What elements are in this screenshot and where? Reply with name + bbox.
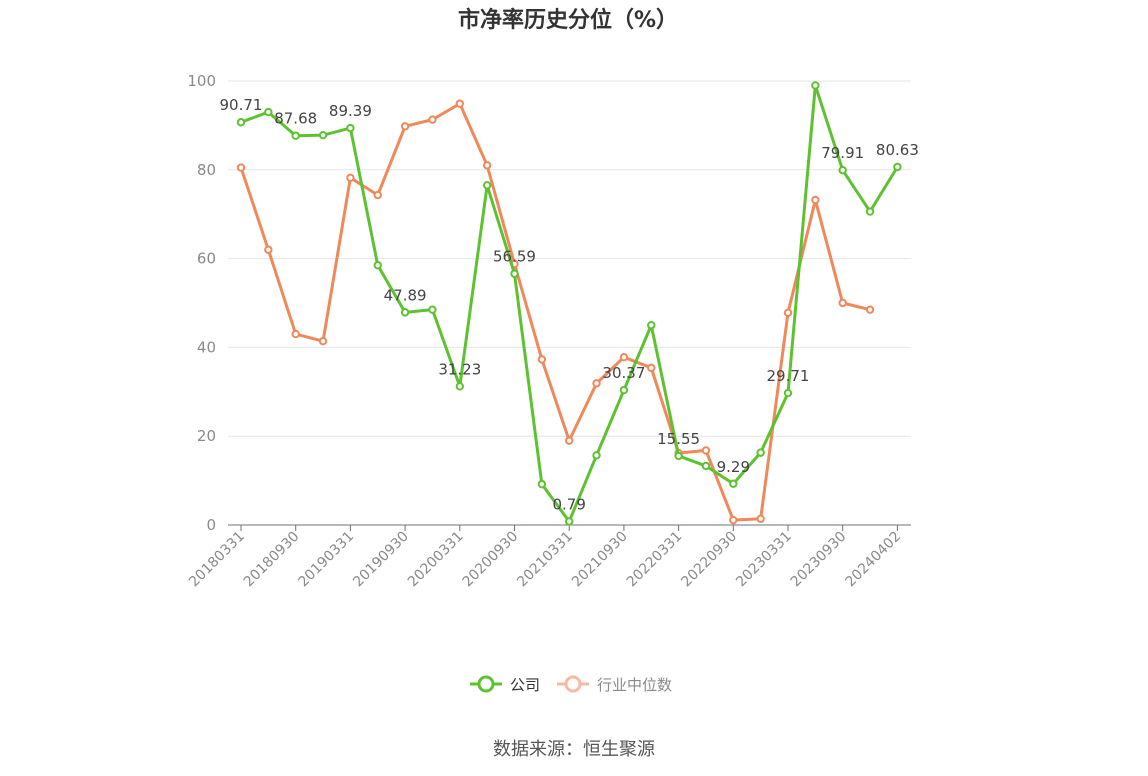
data-point [701, 461, 711, 471]
data-label: 0.79 [552, 495, 585, 513]
data-point [400, 308, 410, 317]
data-point [510, 269, 519, 278]
y-tick-label: 40 [197, 338, 216, 356]
source-note: 数据来源：恒生聚源 [493, 739, 655, 760]
legend-marker-industry-median [564, 675, 582, 693]
data-point [236, 163, 246, 172]
series-group [236, 81, 902, 526]
data-point [537, 479, 547, 489]
legend-marker-company [477, 675, 495, 693]
data-point [373, 190, 382, 200]
data-point [756, 448, 765, 457]
data-point [236, 118, 246, 127]
data-point [647, 363, 656, 373]
x-tick-label: 20190930 [350, 529, 412, 591]
data-point [647, 321, 656, 330]
x-tick-label: 20210331 [514, 529, 576, 591]
data-point [291, 329, 300, 339]
data-point [482, 161, 492, 170]
data-point [482, 181, 492, 190]
data-point [346, 173, 355, 182]
x-tick-label: 20180930 [241, 529, 303, 591]
legend[interactable]: 公司 行业中位数 [470, 675, 672, 694]
data-point [701, 446, 711, 455]
data-labels: 90.71 87.68 89.39 47.89 31.23 56.59 0.79 30.37 1… [220, 96, 919, 513]
data-point [865, 305, 875, 314]
chart-title: 市净率历史分位（%） [458, 7, 678, 33]
y-tick-label: 100 [187, 72, 216, 90]
data-point [865, 207, 875, 216]
x-tick-label: 20190331 [296, 529, 358, 591]
data-point [346, 123, 355, 133]
data-label: 30.37 [602, 364, 645, 382]
data-label: 90.71 [220, 96, 263, 114]
data-point [373, 261, 382, 270]
x-tick-label: 20200930 [460, 529, 522, 591]
data-point [565, 517, 574, 526]
x-tick-label: 20220930 [678, 529, 740, 591]
data-point [264, 245, 273, 254]
x-tick-label: 20230930 [788, 529, 850, 591]
legend-item-industry-median[interactable]: 行业中位数 [557, 675, 672, 694]
data-label: 89.39 [329, 102, 372, 120]
data-point [783, 388, 793, 398]
y-tick-label: 80 [197, 161, 216, 179]
legend-label-industry-median: 行业中位数 [597, 676, 672, 694]
data-point [619, 385, 629, 395]
legend-label-company: 公司 [510, 676, 540, 694]
x-tick-label: 20240402 [843, 529, 905, 591]
data-point [729, 479, 738, 488]
x-tick-label: 20210930 [569, 529, 631, 591]
data-label: 80.63 [876, 141, 919, 159]
x-tick-label: 20200331 [405, 529, 467, 591]
data-point [838, 298, 847, 308]
data-label: 47.89 [384, 286, 427, 304]
y-tick-label: 0 [206, 516, 216, 534]
x-tick-label: 20230331 [733, 529, 795, 591]
x-tick-label: 20180331 [186, 529, 248, 591]
data-point [428, 115, 437, 124]
data-point [400, 122, 410, 131]
data-label: 9.29 [717, 458, 750, 476]
data-label: 56.59 [493, 248, 536, 266]
data-point [264, 107, 273, 117]
data-label: 31.23 [438, 360, 481, 378]
series-line-0 [240, 83, 899, 523]
data-point [674, 451, 683, 461]
data-point [318, 336, 328, 346]
data-point [838, 165, 847, 175]
data-point [592, 451, 601, 460]
x-tick-label: 20220331 [624, 529, 686, 591]
data-point [811, 81, 820, 90]
data-point [565, 436, 574, 445]
data-point [592, 379, 601, 388]
data-label: 87.68 [274, 110, 317, 128]
series-line-1 [239, 102, 871, 522]
data-point [756, 514, 765, 523]
data-point [893, 162, 902, 172]
legend-item-company[interactable]: 公司 [470, 675, 540, 694]
data-point [455, 99, 464, 108]
data-label: 79.91 [821, 144, 864, 162]
grid [228, 80, 911, 437]
data-point [428, 305, 437, 314]
data-point [811, 195, 820, 205]
data-point [318, 130, 328, 140]
data-point [291, 131, 300, 140]
data-point [455, 382, 464, 391]
data-point [783, 308, 793, 317]
data-label: 15.55 [657, 430, 700, 448]
data-point [729, 515, 738, 525]
y-tick-label: 60 [197, 250, 216, 268]
data-label: 29.71 [767, 367, 810, 385]
y-tick-label: 20 [197, 427, 216, 445]
data-point [619, 352, 629, 362]
data-point [537, 355, 547, 364]
